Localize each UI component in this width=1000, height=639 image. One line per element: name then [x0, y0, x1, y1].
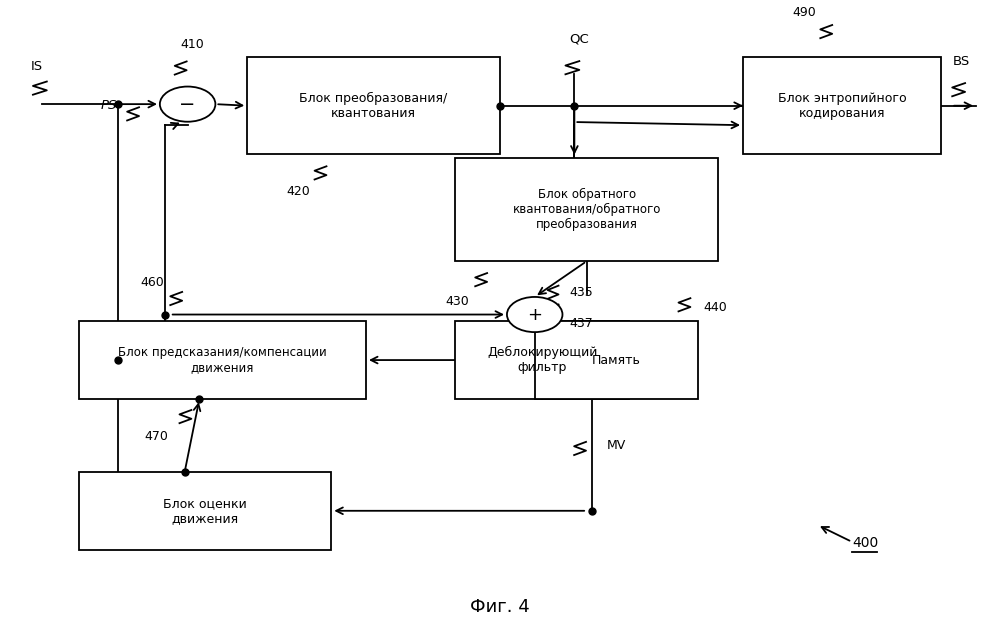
Text: 420: 420 [287, 185, 311, 198]
Text: 470: 470 [145, 430, 169, 443]
FancyBboxPatch shape [455, 321, 629, 399]
Text: IS: IS [31, 60, 43, 73]
Text: 440: 440 [703, 302, 727, 314]
Text: BS: BS [952, 55, 970, 68]
Text: Блок обратного
квантования/обратного
преобразования: Блок обратного квантования/обратного пре… [513, 188, 661, 231]
Text: Фиг. 4: Фиг. 4 [470, 597, 530, 615]
FancyBboxPatch shape [535, 321, 698, 399]
Text: Память: Память [592, 353, 641, 367]
FancyBboxPatch shape [79, 321, 366, 399]
Text: +: + [527, 305, 542, 323]
Text: Блок предсказания/компенсации
движения: Блок предсказания/компенсации движения [118, 346, 327, 374]
FancyBboxPatch shape [455, 158, 718, 261]
Text: 400: 400 [852, 536, 878, 550]
Text: QC: QC [569, 33, 589, 46]
FancyBboxPatch shape [743, 57, 941, 155]
FancyBboxPatch shape [79, 472, 331, 550]
Text: 435: 435 [569, 286, 593, 298]
FancyBboxPatch shape [247, 57, 500, 155]
Text: 460: 460 [141, 276, 164, 289]
Text: PS: PS [100, 99, 117, 112]
Text: Блок преобразования/
квантования: Блок преобразования/ квантования [299, 91, 448, 119]
Circle shape [507, 297, 562, 332]
Text: 410: 410 [181, 38, 204, 50]
Text: Деблокирующий
фильтр: Деблокирующий фильтр [487, 346, 597, 374]
Text: 437: 437 [569, 317, 593, 330]
Text: 430: 430 [445, 295, 469, 308]
Text: MV: MV [607, 439, 626, 452]
Text: −: − [179, 95, 196, 114]
Circle shape [160, 86, 215, 121]
Text: Блок оценки
движения: Блок оценки движения [163, 497, 247, 525]
Text: 490: 490 [793, 6, 816, 19]
Text: Блок энтропийного
кодирования: Блок энтропийного кодирования [778, 92, 906, 119]
